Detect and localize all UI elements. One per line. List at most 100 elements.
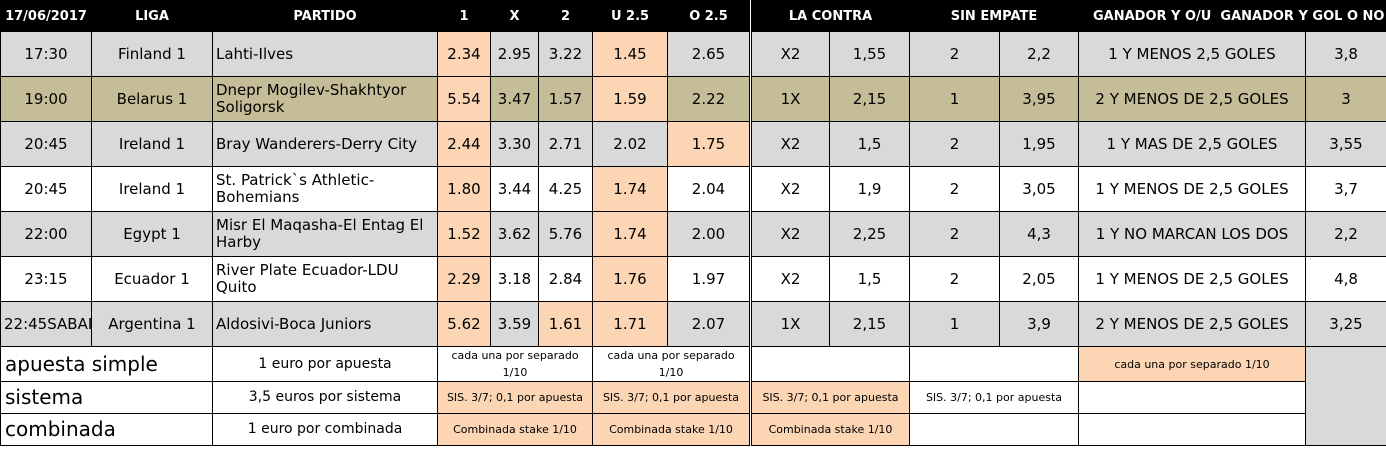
odds-under-cell: 1.59 (592, 76, 668, 122)
ganador-gol-cell: 4,8 (1304, 256, 1386, 302)
footer-cell: SIS. 3/7; 0,1 por apuesta (592, 381, 751, 414)
match-cell: Dnepr Mogilev-Shakhtyor Soligorsk (212, 76, 438, 122)
sin-empate-pick-cell: 2 (909, 31, 1000, 77)
odds-over-cell: 2.04 (667, 166, 751, 212)
league-cell: Ireland 1 (91, 121, 213, 167)
footer-cell-empty (909, 346, 1079, 382)
time-cell: 20:45 (0, 121, 92, 167)
odds-under-cell: 1.74 (592, 211, 668, 257)
odds-home-cell: 2.29 (437, 256, 491, 302)
la-contra-odds-cell: 1,9 (829, 166, 910, 212)
la-contra-odds-cell: 2,25 (829, 211, 910, 257)
la-contra-odds-cell: 1,5 (829, 256, 910, 302)
ganador-gol-cell: 2,2 (1304, 211, 1386, 257)
footer-cell: SIS. 3/7; 0,1 por apuesta (909, 381, 1079, 414)
header-2: 2 (538, 0, 593, 32)
odds-under-cell: 1.74 (592, 166, 668, 212)
time-cell: 22:00 (0, 211, 92, 257)
odds-home-cell: 5.54 (437, 76, 491, 122)
footer-label: apuesta simple (0, 346, 213, 382)
sin-empate-pick-cell: 2 (909, 211, 1000, 257)
odds-away-cell: 2.84 (538, 256, 593, 302)
header-liga: LIGA (91, 0, 213, 32)
footer-row-combinada: combinada 1 euro por combinada Combinada… (0, 413, 1386, 446)
la-contra-pick-cell: 1X (749, 301, 830, 347)
footer-cell: SIS. 3/7; 0,1 por apuesta (749, 381, 910, 414)
header-1: 1 (437, 0, 491, 32)
odds-home-cell: 1.80 (437, 166, 491, 212)
la-contra-pick-cell: X2 (749, 166, 830, 212)
odds-away-cell: 1.57 (538, 76, 593, 122)
la-contra-odds-cell: 2,15 (829, 76, 910, 122)
footer-cell-empty (1304, 346, 1386, 446)
table-row: 20:45 Ireland 1 Bray Wanderers-Derry City 2… (0, 121, 1386, 167)
ganador-gol-cell: 3 (1304, 76, 1386, 122)
footer-cell: Combinada stake 1/10 (437, 413, 593, 446)
league-cell: Argentina 1 (91, 301, 213, 347)
sin-empate-odds-cell: 4,3 (999, 211, 1079, 257)
league-cell: Ireland 1 (91, 166, 213, 212)
ganador-ou-cell: 1 Y MENOS 2,5 GOLES (1078, 31, 1306, 77)
league-cell: Finland 1 (91, 31, 213, 77)
odds-under-cell: 1.71 (592, 301, 668, 347)
sin-empate-pick-cell: 2 (909, 121, 1000, 167)
odds-over-cell: 1.97 (667, 256, 751, 302)
footer-cell: cada una por separado 1/10 (1078, 346, 1306, 382)
odds-home-cell: 2.44 (437, 121, 491, 167)
odds-draw-cell: 3.62 (490, 211, 539, 257)
odds-draw-cell: 3.18 (490, 256, 539, 302)
odds-draw-cell: 3.47 (490, 76, 539, 122)
sin-empate-odds-cell: 2,05 (999, 256, 1079, 302)
odds-over-cell: 1.75 (667, 121, 751, 167)
ganador-gol-cell: 3,7 (1304, 166, 1386, 212)
odds-under-cell: 1.45 (592, 31, 668, 77)
odds-home-cell: 5.62 (437, 301, 491, 347)
league-cell: Egypt 1 (91, 211, 213, 257)
la-contra-pick-cell: X2 (749, 256, 830, 302)
match-cell: Misr El Maqasha-El Entag El Harby (212, 211, 438, 257)
match-cell: Aldosivi-Boca Juniors (212, 301, 438, 347)
league-cell: Belarus 1 (91, 76, 213, 122)
ganador-gol-cell: 3,25 (1304, 301, 1386, 347)
la-contra-odds-cell: 1,5 (829, 121, 910, 167)
odds-home-cell: 2.34 (437, 31, 491, 77)
ganador-gol-cell: 3,55 (1304, 121, 1386, 167)
header-ganador: GANADOR Y O/U GANADOR Y GOL O NO (1077, 0, 1386, 32)
time-cell: 19:00 (0, 76, 92, 122)
la-contra-pick-cell: X2 (749, 211, 830, 257)
header-la-contra: LA CONTRA (749, 0, 910, 32)
odds-away-cell: 2.71 (538, 121, 593, 167)
odds-over-cell: 2.22 (667, 76, 751, 122)
la-contra-pick-cell: 1X (749, 76, 830, 122)
footer-label: combinada (0, 413, 213, 446)
odds-over-cell: 2.07 (667, 301, 751, 347)
header-over-25: O 2.5 (667, 0, 751, 32)
sin-empate-pick-cell: 2 (909, 256, 1000, 302)
footer-cell: Combinada stake 1/10 (592, 413, 751, 446)
time-cell: 23:15 (0, 256, 92, 302)
odds-away-cell: 5.76 (538, 211, 593, 257)
odds-away-cell: 3.22 (538, 31, 593, 77)
ganador-gol-cell: 3,8 (1304, 31, 1386, 77)
table-row: 20:45 Ireland 1 St. Patrick`s Athletic-Boh… (0, 166, 1386, 212)
header-ganador-gol: GANADOR Y GOL O NO (1220, 8, 1385, 24)
footer-cell-empty (749, 346, 910, 382)
ganador-ou-cell: 2 Y MENOS DE 2,5 GOLES (1078, 301, 1306, 347)
ganador-ou-cell: 1 Y MENOS DE 2,5 GOLES (1078, 256, 1306, 302)
match-cell: River Plate Ecuador-LDU Quito (212, 256, 438, 302)
header-date: 17/06/2017 (0, 0, 92, 32)
footer-desc: 3,5 euros por sistema (212, 381, 438, 414)
sin-empate-odds-cell: 3,9 (999, 301, 1079, 347)
footer-desc: 1 euro por combinada (212, 413, 438, 446)
footer-cell: SIS. 3/7; 0,1 por apuesta (437, 381, 593, 414)
sin-empate-odds-cell: 2,2 (999, 31, 1079, 77)
sin-empate-odds-cell: 1,95 (999, 121, 1079, 167)
footer-cell: cada una por separado 1/10 (592, 346, 751, 382)
la-contra-odds-cell: 1,55 (829, 31, 910, 77)
sin-empate-odds-cell: 3,05 (999, 166, 1079, 212)
footer-row-sistema: sistema 3,5 euros por sistema SIS. 3/7; … (0, 381, 1386, 414)
odds-draw-cell: 3.44 (490, 166, 539, 212)
ganador-ou-cell: 1 Y NO MARCAN LOS DOS (1078, 211, 1306, 257)
footer-desc: 1 euro por apuesta (212, 346, 438, 382)
